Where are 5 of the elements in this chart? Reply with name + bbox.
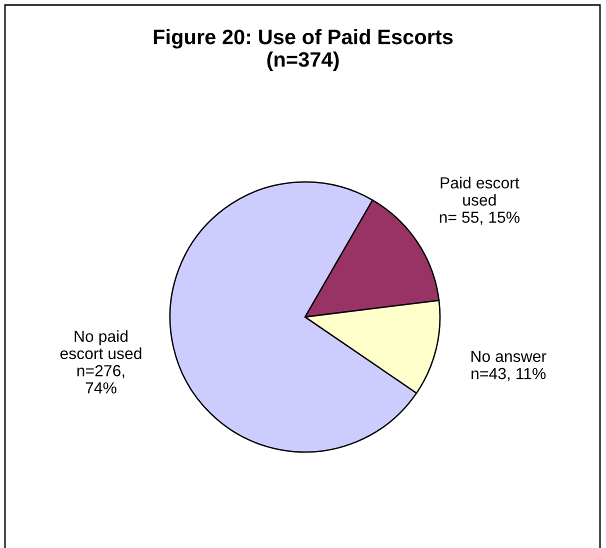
data-label: n= 55, 15% (440, 212, 520, 225)
data-label: n=43, 11% (472, 368, 546, 382)
chart-title: Figure 20: Use of Paid Escorts (n=374) (154, 29, 453, 71)
data-label: n=276, 74% (77, 365, 124, 394)
slice-label: No answer (471, 350, 546, 362)
